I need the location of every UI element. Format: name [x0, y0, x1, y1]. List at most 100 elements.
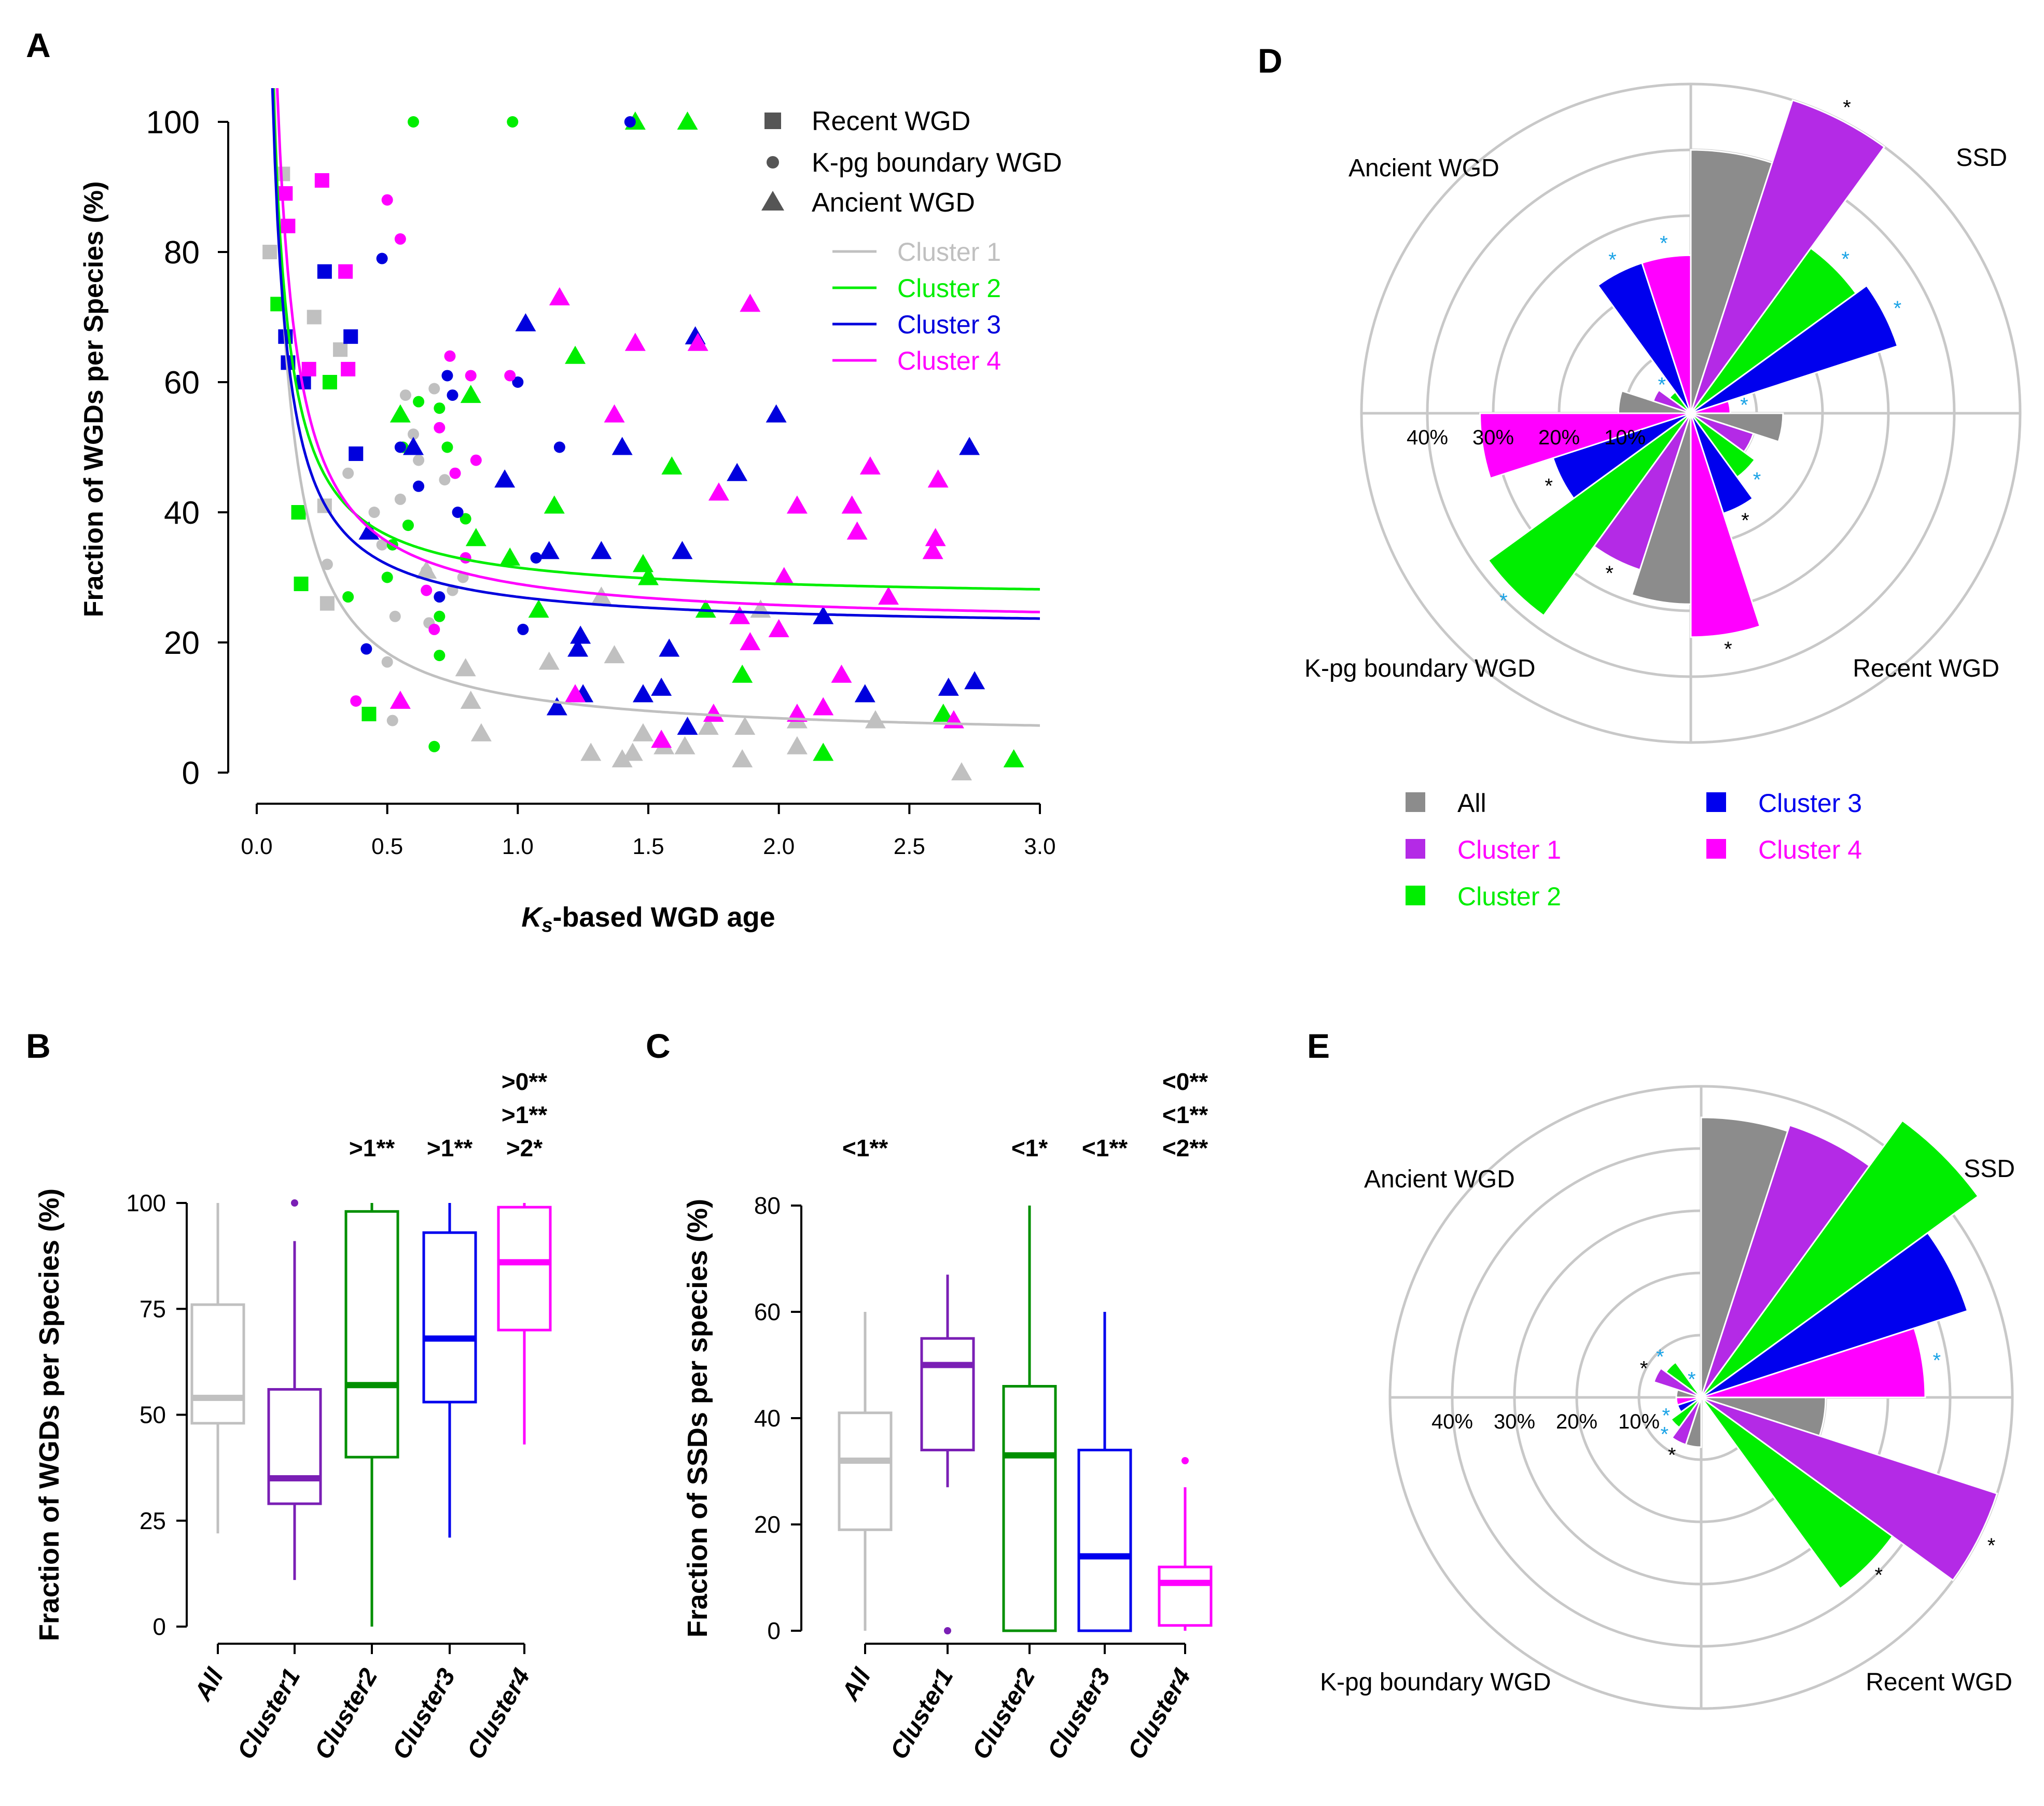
ancient-wgd-point — [538, 651, 560, 670]
box-iqr — [1158, 1565, 1213, 1627]
recent-wgd-point — [314, 173, 329, 188]
ancient-wgd-point — [470, 723, 492, 741]
significance-star: * — [1668, 1444, 1676, 1466]
polar-bar — [1690, 99, 1886, 414]
y-tick-label: 100 — [126, 1189, 166, 1216]
ancient-wgd-point — [460, 690, 481, 709]
ancient-wgd-point — [622, 743, 643, 761]
x-tick-label: Cluster4 — [462, 1664, 536, 1764]
radial-tick-label: 30% — [1494, 1410, 1535, 1433]
kpg-wgd-point — [434, 650, 446, 662]
ancient-wgd-point — [773, 567, 795, 585]
significance-star: * — [1874, 1564, 1883, 1587]
recent-wgd-point — [294, 577, 309, 592]
radial-tick-label: 10% — [1604, 426, 1646, 449]
panel-a: 0 20 40 60 80 100 0.0 0.5 1.0 1.5 2.0 2.5 3.0 Ks-base… — [79, 88, 1062, 936]
polar-bar — [1670, 1396, 1702, 1429]
y-tick-label: 100 — [146, 105, 200, 141]
legend-swatch — [1406, 839, 1425, 859]
kpg-wgd-point — [368, 507, 380, 518]
legend-cluster-label: Cluster 3 — [897, 310, 1001, 339]
ancient-wgd-point — [403, 437, 424, 455]
legend-label: All — [1457, 789, 1486, 818]
kpg-wgd-point — [434, 591, 446, 603]
legend-shape-label: Ancient WGD — [812, 188, 975, 218]
sector-label: K-pg boundary WGD — [1320, 1669, 1551, 1696]
ancient-wgd-point — [591, 541, 612, 559]
ancient-wgd-point — [465, 528, 486, 547]
significance-star: * — [1740, 394, 1748, 417]
kpg-wgd-point — [399, 389, 411, 401]
x-tick-label: Cluster1 — [232, 1664, 306, 1764]
ancient-wgd-point — [611, 749, 633, 767]
y-axis-label: Fraction of WGDs per Species (%) — [79, 181, 109, 618]
x-tick-label: Cluster3 — [387, 1664, 461, 1764]
y-tick-label: 50 — [140, 1402, 166, 1429]
ancient-wgd-point — [544, 495, 565, 514]
legend-label: Cluster 3 — [1758, 789, 1862, 818]
significance-label: <1** — [1162, 1101, 1208, 1128]
kpg-wgd-point — [350, 695, 362, 707]
kpg-wgd-point — [394, 493, 406, 505]
x-tick-label: All — [189, 1663, 229, 1706]
polar-bar — [1690, 413, 1761, 638]
x-tick-label: Cluster3 — [1042, 1664, 1116, 1764]
significance-star: * — [1841, 248, 1850, 271]
legend-shape-label: Recent WGD — [812, 106, 970, 136]
ancient-wgd-point — [786, 736, 808, 754]
recent-wgd-point — [343, 329, 358, 344]
recent-wgd-point — [278, 186, 293, 201]
kpg-wgd-point — [504, 370, 516, 382]
panel-b: 0 25 50 75 100 Fraction of WGDs per Species (… — [34, 1068, 552, 1764]
polar-bar — [1640, 254, 1692, 414]
y-tick-label: 40 — [754, 1405, 781, 1432]
significance-label: <1** — [842, 1135, 888, 1161]
ancient-wgd-point — [766, 404, 787, 423]
y-tick-label: 60 — [754, 1298, 781, 1325]
recent-wgd-point — [341, 361, 356, 376]
panel-label-a: A — [26, 26, 51, 64]
kpg-wgd-point — [381, 194, 393, 206]
legend-label: Cluster 2 — [1457, 882, 1561, 911]
legend-shape-label: K-pg boundary WGD — [812, 148, 1062, 178]
legend-swatch — [1706, 839, 1726, 859]
recent-wgd-point — [322, 375, 337, 389]
polar-bar — [1671, 1397, 1702, 1446]
ancient-wgd-point — [416, 560, 437, 579]
radial-tick-label: 40% — [1431, 1410, 1473, 1433]
kpg-wgd-point — [428, 740, 440, 752]
significance-label: <2** — [1162, 1135, 1208, 1161]
legend-circle-icon — [767, 156, 779, 169]
ancient-wgd-point — [549, 287, 570, 305]
ancient-wgd-point — [565, 684, 586, 703]
ancient-wgd-point — [922, 541, 943, 559]
kpg-wgd-point — [449, 467, 461, 479]
ancient-wgd-point — [768, 619, 789, 637]
sector-label: SSD — [1956, 144, 2007, 172]
ancient-wgd-point — [672, 541, 693, 559]
ancient-wgd-point — [611, 437, 633, 455]
ancient-wgd-point — [729, 606, 750, 624]
polar-bar — [1700, 1119, 1980, 1398]
panel-label-e: E — [1307, 1027, 1330, 1065]
polar-bar — [1701, 1231, 1969, 1398]
ancient-wgd-point — [624, 332, 646, 351]
kpg-wgd-point — [530, 552, 542, 564]
significance-star: * — [1661, 1423, 1669, 1446]
ancient-wgd-point — [740, 632, 761, 650]
legend-swatch — [1406, 792, 1425, 812]
ancient-wgd-point — [813, 743, 834, 761]
ancient-wgd-point — [727, 463, 748, 481]
ancient-wgd-point — [732, 749, 753, 767]
x-tick-label: 1.0 — [502, 834, 534, 859]
kpg-wgd-point — [376, 539, 388, 551]
kpg-wgd-point — [470, 454, 482, 466]
significance-star: * — [1688, 1368, 1696, 1391]
significance-star: * — [1658, 373, 1666, 396]
ancient-wgd-point — [390, 690, 411, 709]
kpg-wgd-point — [413, 396, 425, 408]
x-tick-label: 2.0 — [763, 834, 795, 859]
significance-star: * — [1605, 562, 1614, 585]
ancient-wgd-point — [695, 599, 716, 618]
